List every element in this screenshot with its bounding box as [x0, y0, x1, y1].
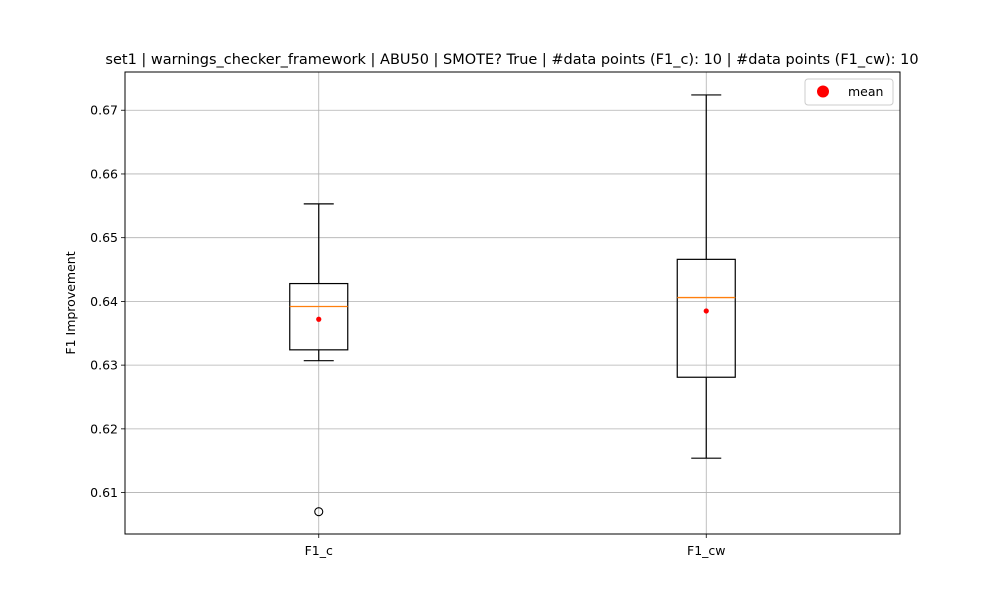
x-axis-ticks: F1_c F1_cw	[305, 534, 726, 558]
y-axis-label: F1 Improvement	[63, 251, 78, 354]
y-tick-label: 0.65	[90, 230, 118, 245]
x-tick-label: F1_cw	[687, 543, 726, 558]
plot-layer	[289, 94, 736, 517]
legend-mean-marker	[817, 85, 829, 98]
legend-mean-label: mean	[848, 84, 883, 99]
y-tick-label: 0.64	[90, 294, 118, 309]
box-F1_c	[289, 203, 349, 517]
x-tick-label: F1_c	[305, 543, 333, 558]
legend: mean	[804, 78, 894, 106]
y-tick-label: 0.66	[90, 166, 118, 181]
grid-layer	[125, 72, 900, 534]
mean-marker	[316, 316, 322, 322]
box-F1_cw	[676, 94, 736, 459]
y-tick-label: 0.67	[90, 103, 118, 118]
chart-title: set1 | warnings_checker_framework | ABU5…	[105, 52, 918, 68]
y-tick-label: 0.63	[90, 358, 118, 373]
iqr-box	[289, 282, 349, 351]
y-tick-label: 0.61	[90, 485, 118, 500]
plot-frame	[124, 71, 901, 535]
outlier-point	[314, 507, 324, 517]
mean-marker	[703, 308, 709, 314]
legend-frame	[804, 78, 894, 106]
y-axis-ticks: 0.61 0.62 0.63 0.64 0.65 0.66 0.67	[90, 103, 125, 500]
iqr-box	[676, 258, 736, 378]
y-tick-label: 0.62	[90, 421, 118, 436]
